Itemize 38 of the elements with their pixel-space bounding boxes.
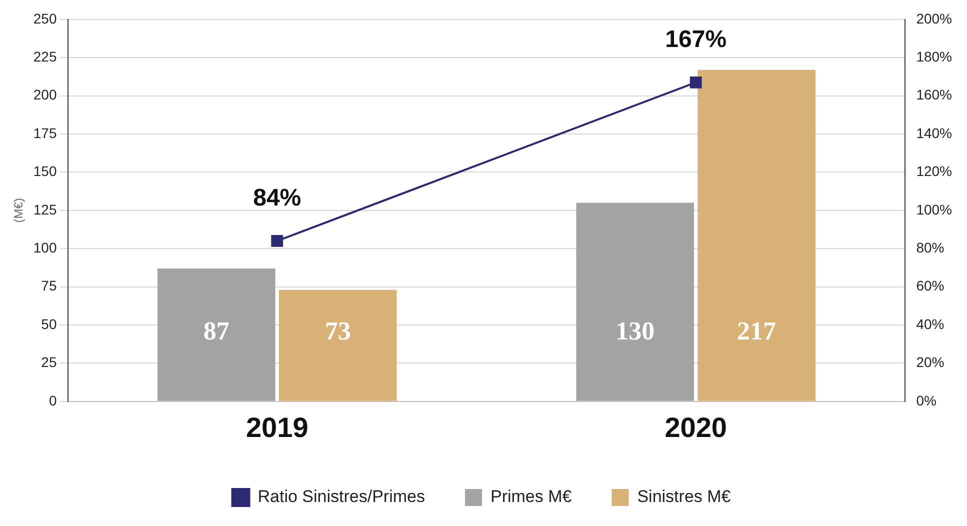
y2-tick-label: 180% [916, 48, 952, 64]
y-tick-label: 25 [41, 354, 57, 370]
y-tick-label: 100 [33, 239, 57, 256]
y2-tick-label: 0% [916, 392, 936, 408]
y-tick-label: 150 [33, 163, 57, 180]
x-tick-label: 2020 [664, 412, 727, 443]
x-tick-label: 2019 [246, 412, 308, 443]
bar [158, 268, 276, 401]
data-label: 84% [253, 184, 302, 212]
y-tick-label: 175 [33, 124, 57, 141]
y2-tick-label: 160% [916, 86, 952, 103]
y-tick-label: 200 [33, 86, 57, 103]
data-label: 87 [203, 316, 230, 346]
y-tick-label: 0 [48, 392, 57, 408]
y-tick-label: 75 [41, 278, 57, 294]
y2-tick-label: 40% [916, 316, 944, 332]
y2-tick-label: 60% [916, 278, 944, 294]
legend-label: Primes M€ [490, 487, 572, 506]
legend-label: Ratio Sinistres/Primes [258, 487, 425, 506]
y2-tick-label: 80% [916, 239, 944, 256]
bar [576, 202, 694, 401]
bar [278, 290, 397, 401]
y-tick-label: 250 [33, 10, 57, 26]
data-label: 167% [665, 26, 727, 54]
legend-label: Sinistres M€ [637, 487, 732, 506]
y2-tick-label: 120% [916, 163, 952, 180]
y2-tick-label: 140% [916, 124, 952, 141]
y2-tick-label: 20% [916, 354, 944, 370]
y2-tick-label: 200% [916, 10, 952, 26]
y-tick-label: 225 [33, 48, 57, 64]
data-label: 217 [737, 316, 776, 346]
y2-tick-label: 100% [916, 201, 952, 218]
y-axis-title: (M€) [12, 198, 26, 223]
y-tick-label: 125 [33, 201, 57, 218]
y-tick-label: 50 [41, 316, 57, 332]
data-label: 130 [616, 316, 655, 346]
bar [698, 70, 816, 401]
data-label: 73 [324, 316, 351, 346]
